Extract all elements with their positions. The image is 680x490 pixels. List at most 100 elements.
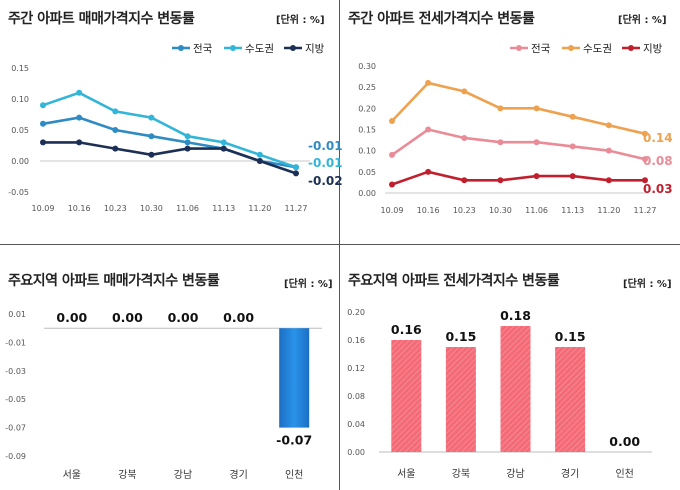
series-end-label: 0.08 xyxy=(643,154,673,168)
series-point xyxy=(569,173,576,180)
series-point xyxy=(112,108,119,115)
category-label: 서울 xyxy=(397,468,415,480)
series-end-label: -0.01 xyxy=(308,156,343,170)
x-tick-label: 10.09 xyxy=(32,204,55,213)
y-tick-label: 0.30 xyxy=(358,62,376,71)
category-label: 강북 xyxy=(452,468,470,480)
x-tick-label: 10.16 xyxy=(417,206,440,215)
bar-value-label: 0.15 xyxy=(555,329,586,344)
y-tick-label: 0.25 xyxy=(358,83,376,92)
series-point xyxy=(40,139,46,146)
category-label: 인천 xyxy=(615,468,633,480)
chart-title: 주간 아파트 전세가격지수 변동률 xyxy=(348,11,535,27)
legend-marker xyxy=(628,45,634,51)
legend-entry: 전국 xyxy=(193,43,213,55)
y-tick-label: -0.05 xyxy=(8,188,29,197)
bar xyxy=(279,328,310,428)
bar-value-label: 0.00 xyxy=(168,310,199,325)
category-label: 경기 xyxy=(561,467,579,480)
line-chart-jeonse-weekly: 0.30 0.25 0.20 0.15 0.10 0.05 0.00 10.09 10.16 10… xyxy=(358,43,673,215)
x-tick-label: 10.16 xyxy=(68,204,91,213)
series-point xyxy=(40,120,46,127)
series-point xyxy=(642,130,648,137)
chart-title: 주간 아파트 매매가격지수 변동률 xyxy=(8,11,195,27)
series-point xyxy=(425,126,432,133)
legend-marker xyxy=(290,45,296,51)
bar xyxy=(445,347,476,452)
series-point xyxy=(40,102,46,109)
series-point xyxy=(605,122,612,129)
y-tick-label: 0.01 xyxy=(8,310,26,319)
series-point xyxy=(497,139,504,146)
x-tick-label: 11.27 xyxy=(634,206,657,215)
bar-value-label: 0.00 xyxy=(609,434,640,449)
y-tick-label: 0.08 xyxy=(347,392,365,401)
y-tick-label: 0.05 xyxy=(11,126,29,135)
chart-panel-sale-weekly: 주간 아파트 매매가격지수 변동률 [단위 : %] 0.15 0.10 0.05 0… xyxy=(0,0,343,244)
x-tick-label: 11.06 xyxy=(176,204,199,213)
series-end-label: 0.03 xyxy=(643,182,673,196)
series-point xyxy=(184,133,191,140)
series-line-3 xyxy=(391,170,645,186)
series-point xyxy=(76,89,83,96)
series-end-label: -0.01 xyxy=(308,139,343,153)
unit-label: [단위 : %] xyxy=(284,279,333,290)
x-tick-label: 10.09 xyxy=(381,206,404,215)
series-point xyxy=(220,139,227,146)
series-point xyxy=(497,177,504,184)
series-end-label: -0.02 xyxy=(308,174,343,188)
series-point xyxy=(148,114,155,121)
panel-divider-vertical xyxy=(339,0,340,490)
series-point xyxy=(184,139,191,146)
y-tick-label: 0.10 xyxy=(11,95,29,104)
y-tick-label: 0.12 xyxy=(347,364,365,373)
y-tick-label: 0.10 xyxy=(358,147,376,156)
series-point xyxy=(461,134,468,141)
bar-value-label: 0.15 xyxy=(445,329,476,344)
bar-value-label: 0.00 xyxy=(56,310,87,325)
series-point xyxy=(461,88,468,95)
series-point xyxy=(533,173,540,180)
series-point xyxy=(76,139,83,146)
series-line-2 xyxy=(391,81,646,135)
series-point xyxy=(425,79,432,86)
series-point xyxy=(642,156,648,163)
y-tick-label: -0.09 xyxy=(5,452,26,461)
series-point xyxy=(293,164,299,171)
series-point xyxy=(461,177,468,184)
series-point xyxy=(605,147,612,154)
series-point xyxy=(256,158,263,164)
legend-marker xyxy=(568,45,574,51)
chart-panel-jeonse-weekly: 주간 아파트 전세가격지수 변동률 [단위 : %] 0.30 0.25 0.20 0… xyxy=(340,0,680,244)
series-point xyxy=(112,145,119,152)
legend-entry: 수도권 xyxy=(583,43,612,55)
x-tick-label: 11.20 xyxy=(597,206,620,215)
x-tick-label: 10.30 xyxy=(140,204,163,213)
bar xyxy=(500,326,531,452)
bar-value-label: 0.16 xyxy=(391,322,422,337)
series-point xyxy=(533,139,540,146)
y-tick-label: -0.05 xyxy=(5,395,26,404)
bar xyxy=(391,340,422,452)
series-point xyxy=(256,151,263,158)
bar-value-label: 0.00 xyxy=(112,310,143,325)
bar xyxy=(555,347,586,452)
series-point xyxy=(389,181,395,188)
unit-label: [단위 : %] xyxy=(618,15,667,26)
bar-chart-sale-regions: 0.01 -0.01 -0.03 -0.05 -0.07 -0.09 0.00 서울 0.00 강… xyxy=(5,310,322,481)
series-point xyxy=(184,145,191,152)
series-line-1 xyxy=(391,128,646,161)
category-label: 강남 xyxy=(174,469,192,481)
category-label: 강북 xyxy=(118,469,136,481)
y-tick-label: -0.01 xyxy=(5,338,26,347)
y-tick-label: 0.15 xyxy=(358,126,376,135)
bar-value-label: -0.07 xyxy=(276,433,312,448)
y-tick-label: 0.20 xyxy=(358,104,376,113)
bar-value-label: 0.18 xyxy=(500,308,531,323)
legend-entry: 지방 xyxy=(305,43,325,55)
category-label: 서울 xyxy=(63,469,81,481)
series-point xyxy=(112,127,119,133)
series-point xyxy=(389,151,395,158)
category-label: 인천 xyxy=(285,469,303,481)
